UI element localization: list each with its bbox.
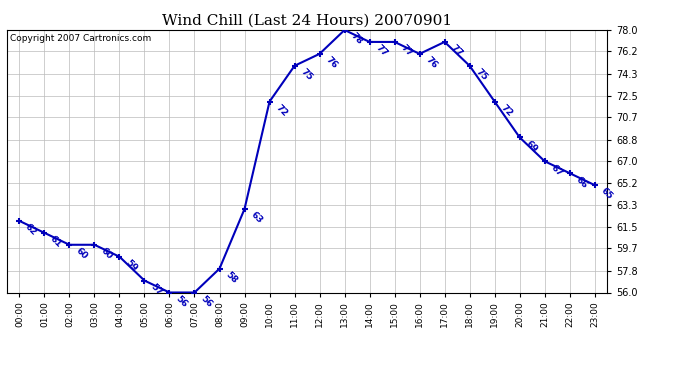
Text: 60: 60 — [74, 246, 89, 261]
Text: 72: 72 — [274, 103, 289, 118]
Text: 56: 56 — [174, 294, 189, 309]
Text: 60: 60 — [99, 246, 114, 261]
Text: 67: 67 — [549, 163, 564, 178]
Text: 57: 57 — [148, 282, 164, 297]
Text: 69: 69 — [524, 139, 539, 154]
Text: 66: 66 — [574, 175, 589, 190]
Text: 58: 58 — [224, 270, 239, 285]
Text: 56: 56 — [199, 294, 214, 309]
Text: Copyright 2007 Cartronics.com: Copyright 2007 Cartronics.com — [10, 34, 151, 43]
Text: 77: 77 — [399, 44, 414, 59]
Text: 62: 62 — [23, 222, 39, 237]
Text: 61: 61 — [48, 234, 63, 249]
Text: 78: 78 — [348, 32, 364, 46]
Text: 63: 63 — [248, 210, 264, 226]
Text: 65: 65 — [599, 186, 614, 202]
Text: 76: 76 — [424, 55, 439, 70]
Text: 59: 59 — [124, 258, 139, 273]
Text: 72: 72 — [499, 103, 514, 118]
Text: 75: 75 — [474, 67, 489, 82]
Text: 77: 77 — [448, 44, 464, 59]
Text: 76: 76 — [324, 55, 339, 70]
Title: Wind Chill (Last 24 Hours) 20070901: Wind Chill (Last 24 Hours) 20070901 — [162, 13, 452, 27]
Text: 75: 75 — [299, 67, 314, 82]
Text: 77: 77 — [374, 44, 389, 59]
